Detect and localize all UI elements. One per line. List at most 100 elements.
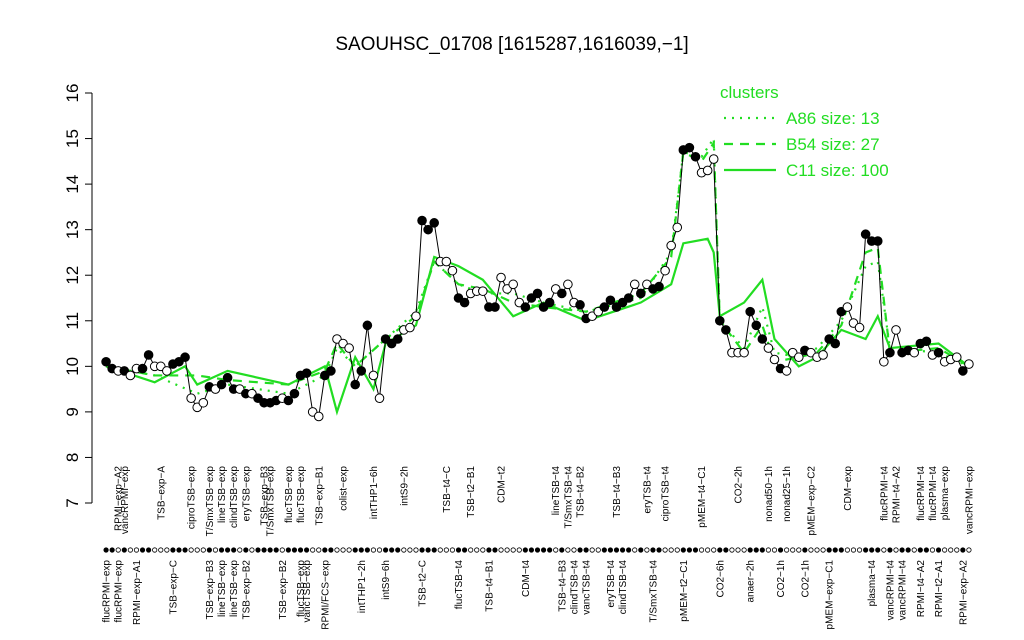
rug-dot bbox=[358, 547, 364, 553]
point bbox=[125, 370, 136, 381]
point bbox=[721, 325, 731, 335]
rug-dot bbox=[115, 547, 121, 553]
rug-dot bbox=[814, 547, 820, 553]
rug-dot bbox=[601, 547, 607, 553]
rug-dot bbox=[146, 547, 152, 553]
rug-dot bbox=[528, 547, 535, 553]
point bbox=[745, 306, 755, 317]
x-tick-label: CDM−t4 bbox=[521, 560, 532, 597]
x-tick-label: plasma−t4 bbox=[867, 560, 878, 607]
rug-dot bbox=[771, 547, 778, 553]
rug-dot bbox=[103, 547, 109, 553]
x-tick-label: plasma−exp bbox=[940, 466, 951, 521]
point bbox=[921, 336, 932, 347]
x-tick-label: RPMI−t4−A2 bbox=[892, 466, 903, 524]
rug-dot bbox=[474, 547, 480, 553]
y-tick-label: 7 bbox=[63, 498, 82, 507]
rug-dot bbox=[310, 547, 316, 553]
x-tick-label: flucTSB−exp bbox=[296, 560, 307, 617]
x-tick-label: intTHP1−6h bbox=[369, 466, 380, 519]
rug-dot bbox=[838, 547, 844, 553]
rug-dot bbox=[176, 547, 182, 553]
x-tick-label: eryTSB−t4 bbox=[606, 560, 617, 608]
rug-dot bbox=[595, 547, 601, 553]
rug-dot bbox=[401, 547, 407, 553]
x-tick-label: vancTSB−t4 bbox=[582, 560, 593, 615]
x-tick-label: vancRPMI−t4 bbox=[898, 560, 909, 621]
point bbox=[757, 334, 768, 344]
rug-dot bbox=[461, 547, 468, 553]
point bbox=[739, 347, 749, 358]
rug-dot bbox=[826, 547, 832, 553]
x-tick-label: lineTSB−exp bbox=[229, 560, 240, 617]
y-tick-label: 14 bbox=[63, 175, 82, 194]
y-tick-label: 11 bbox=[63, 312, 82, 330]
rug-dot bbox=[583, 547, 589, 553]
rug-dot bbox=[303, 547, 310, 553]
legend-label: C11 size: 100 bbox=[786, 161, 889, 180]
point bbox=[909, 347, 920, 358]
rug-dot bbox=[158, 547, 164, 553]
y-tick-label: 12 bbox=[63, 266, 82, 285]
rug-dot bbox=[194, 547, 200, 553]
rug-dot bbox=[808, 547, 814, 553]
rug-dot bbox=[650, 547, 656, 553]
rug-dot bbox=[534, 547, 541, 553]
rug-dot bbox=[109, 547, 115, 553]
rug-dot bbox=[382, 547, 389, 553]
rug-dot bbox=[516, 547, 522, 553]
x-tick-label: flucTSB−t4 bbox=[454, 560, 465, 610]
x-tick-label: intTHP1−2h bbox=[357, 560, 368, 613]
rug-dot bbox=[547, 547, 553, 553]
y-tick-label: 8 bbox=[63, 453, 82, 462]
point bbox=[350, 379, 361, 390]
point bbox=[496, 272, 506, 283]
point bbox=[575, 300, 585, 310]
point bbox=[781, 366, 792, 376]
point bbox=[411, 311, 421, 322]
point bbox=[666, 240, 676, 251]
rug-dot bbox=[948, 547, 954, 553]
point bbox=[818, 350, 828, 360]
x-tick-label: lineTSB−exp bbox=[217, 560, 228, 617]
rug-dot bbox=[328, 547, 334, 553]
rug-dot bbox=[431, 547, 437, 553]
point bbox=[605, 295, 616, 306]
x-tick-label: vancRPMI−t4 bbox=[885, 560, 896, 621]
rug-dot bbox=[759, 547, 765, 553]
rug-dot bbox=[917, 547, 923, 553]
point bbox=[933, 347, 944, 358]
rug-dot bbox=[316, 547, 322, 553]
x-tick-label: eryTSB−exp bbox=[241, 466, 252, 522]
point bbox=[672, 222, 683, 233]
rug-dot bbox=[607, 547, 614, 553]
point bbox=[842, 302, 853, 312]
y-tick-label: 10 bbox=[63, 357, 82, 376]
x-tick-label: pMEM−t2−C1 bbox=[679, 560, 690, 622]
x-tick-label: vancRPMI−exp bbox=[964, 466, 975, 535]
rug-dot bbox=[121, 547, 127, 553]
expression-line bbox=[105, 147, 970, 418]
rug-dot bbox=[334, 547, 340, 553]
x-tick-label: TSB−t4−B1 bbox=[484, 560, 495, 612]
x-tick-label: flucRPMI−exp bbox=[114, 560, 125, 623]
point bbox=[684, 142, 695, 153]
x-tick-label: intS9−6h bbox=[381, 560, 392, 600]
x-tick-label: clindTSB−exp bbox=[229, 466, 240, 528]
rug-dot bbox=[698, 547, 705, 553]
rug-dot bbox=[419, 547, 425, 553]
rug-dot bbox=[632, 547, 638, 553]
rug-dot bbox=[486, 547, 492, 553]
rug-dot bbox=[784, 547, 790, 553]
x-tick-label: TSB−t2−C bbox=[418, 560, 429, 607]
x-tick-label: CO2−6h bbox=[715, 560, 726, 598]
rug-dot bbox=[942, 547, 948, 553]
x-tick-label: TSB−exp−C bbox=[168, 560, 179, 614]
rug-dot bbox=[522, 547, 528, 553]
rug-dot bbox=[686, 547, 693, 553]
point bbox=[690, 151, 701, 162]
rug-dot bbox=[692, 547, 699, 553]
legend-label: A86 size: 13 bbox=[786, 109, 880, 128]
point bbox=[356, 366, 367, 376]
point bbox=[885, 347, 895, 358]
